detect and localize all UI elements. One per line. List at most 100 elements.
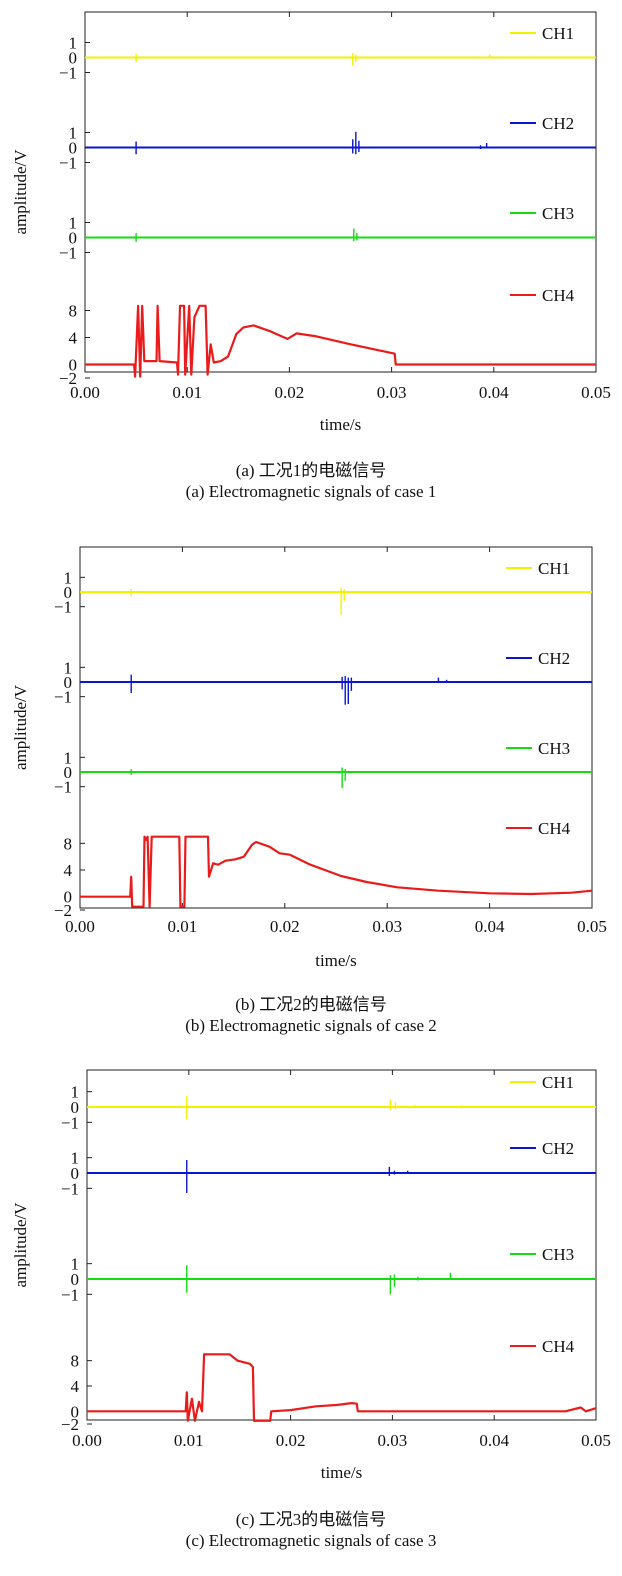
plot-frame <box>79 546 593 909</box>
x-tick-label: 0.02 <box>270 917 300 936</box>
y-tick-label: −1 <box>61 1113 79 1132</box>
figure-caption-en: (a) Electromagnetic signals of case 1 <box>185 482 437 501</box>
y-tick-label: 1 <box>71 1083 80 1102</box>
y-tick-label: 1 <box>69 214 78 233</box>
figure-caption-cn: (c) 工况3的电磁信号 <box>235 1510 387 1529</box>
x-tick-label: 0.00 <box>65 917 95 936</box>
plot-frame <box>84 11 597 373</box>
y-tick-label: 1 <box>64 658 73 677</box>
y-tick-label: 1 <box>64 568 73 587</box>
figure-caption-en: (b) Electromagnetic signals of case 2 <box>185 1016 437 1035</box>
y-tick-label: −2 <box>61 1415 79 1434</box>
channel-ch1: 10−1 CH1 <box>54 559 592 617</box>
legend-label: CH1 <box>542 1073 574 1092</box>
figure-caption-en: (c) Electromagnetic signals of case 3 <box>185 1531 437 1550</box>
signal-trace <box>85 304 596 378</box>
channel-ch2: 10−1 CH2 <box>59 114 596 173</box>
y-tick-label: 0 <box>69 356 78 375</box>
figure-caption-cn: (b) 工况2的电磁信号 <box>235 995 387 1014</box>
legend-label: CH4 <box>542 286 575 305</box>
y-tick-label: −2 <box>59 369 77 388</box>
x-tick-label: 0.00 <box>70 383 100 402</box>
x-tick-label: 0.02 <box>276 1431 306 1450</box>
channel-ch2: 10−1 CH2 <box>54 649 592 707</box>
chart-panel-3: 0.00 0.01 0.02 0.03 0.04 0.05 time/s amplitude/… <box>11 1069 611 1482</box>
figure-caption-cn: (a) 工况1的电磁信号 <box>235 461 387 480</box>
x-tick-label: 0.03 <box>377 383 407 402</box>
channel-ch4: 8 4 0−2 CH4 <box>61 1337 597 1434</box>
y-tick-label: 8 <box>64 834 73 853</box>
y-tick-label: 4 <box>69 329 78 348</box>
y-tick-label: 1 <box>64 748 73 767</box>
channel-ch4: 8 4 0−2 CH4 <box>54 819 593 920</box>
y-tick-label: 1 <box>71 1149 80 1168</box>
y-tick-label: 0 <box>64 888 73 907</box>
y-axis-label: amplitude/V <box>11 149 30 235</box>
y-tick-label: 0 <box>69 139 78 158</box>
y-tick-label: 0 <box>71 1402 80 1421</box>
y-tick-label: 4 <box>71 1377 80 1396</box>
y-tick-label: 0 <box>69 229 78 248</box>
legend-label: CH4 <box>538 819 571 838</box>
chart-panel-2: 0.00 0.01 0.02 0.03 0.04 0.05 time/s amplitude/… <box>11 546 607 970</box>
y-axis-label: amplitude/V <box>11 684 30 770</box>
y-tick-label: −1 <box>61 1285 79 1304</box>
legend-label: CH3 <box>542 204 574 223</box>
legend-label: CH1 <box>538 559 570 578</box>
y-tick-label: 0 <box>64 763 73 782</box>
channel-ch3: 10−1 CH3 <box>59 204 596 263</box>
y-tick-label: −1 <box>54 778 72 797</box>
x-tick-label: 0.05 <box>581 383 611 402</box>
legend-label: CH2 <box>542 1139 574 1158</box>
legend-label: CH3 <box>538 739 570 758</box>
plot-frame <box>86 1069 597 1421</box>
y-tick-label: 0 <box>71 1270 80 1289</box>
channel-ch3: 10−1 CH3 <box>54 739 592 797</box>
y-tick-label: 1 <box>71 1255 80 1274</box>
signal-trace <box>80 835 593 908</box>
legend-label: CH4 <box>542 1337 575 1356</box>
y-tick-label: 8 <box>71 1352 80 1371</box>
x-tick-label: 0.05 <box>581 1431 611 1450</box>
y-tick-label: 0 <box>69 49 78 68</box>
legend-label: CH2 <box>538 649 570 668</box>
y-tick-label: 1 <box>69 34 78 53</box>
y-tick-label: 0 <box>71 1164 80 1183</box>
x-tick-label: 0.01 <box>172 383 202 402</box>
signal-trace <box>87 1353 597 1422</box>
y-axis-label: amplitude/V <box>11 1202 30 1288</box>
y-tick-label: −1 <box>54 598 72 617</box>
channel-ch2: 10−1 CH2 <box>61 1139 596 1198</box>
x-tick-label: 0.03 <box>372 917 402 936</box>
y-tick-label: −1 <box>61 1179 79 1198</box>
y-tick-label: 1 <box>69 124 78 143</box>
legend-label: CH3 <box>542 1245 574 1264</box>
y-tick-label: 0 <box>71 1098 80 1117</box>
x-axis-label: time/s <box>320 415 362 434</box>
x-axis-label: time/s <box>315 951 357 970</box>
y-tick-label: −1 <box>59 154 77 173</box>
y-tick-label: −1 <box>59 64 77 83</box>
x-tick-label: 0.03 <box>378 1431 408 1450</box>
x-tick-label: 0.01 <box>174 1431 204 1450</box>
channel-ch4: 8 4 0−2 CH4 <box>59 286 596 388</box>
y-tick-label: 4 <box>64 861 73 880</box>
x-tick-label: 0.02 <box>275 383 305 402</box>
x-tick-label: 0.01 <box>168 917 198 936</box>
y-tick-label: −1 <box>59 244 77 263</box>
y-tick-label: −2 <box>54 901 72 920</box>
x-tick-label: 0.00 <box>72 1431 102 1450</box>
channel-ch3: 10−1 CH3 <box>61 1245 596 1304</box>
y-tick-label: −1 <box>54 688 72 707</box>
x-axis-label: time/s <box>321 1463 363 1482</box>
x-tick-label: 0.04 <box>475 917 505 936</box>
x-tick-label: 0.05 <box>577 917 607 936</box>
y-tick-label: 0 <box>64 583 73 602</box>
x-tick-label: 0.04 <box>479 1431 509 1450</box>
legend-label: CH2 <box>542 114 574 133</box>
y-tick-label: 0 <box>64 673 73 692</box>
x-tick-label: 0.04 <box>479 383 509 402</box>
channel-ch1: 10−1 CH1 <box>59 24 596 83</box>
y-tick-label: 8 <box>69 302 78 321</box>
